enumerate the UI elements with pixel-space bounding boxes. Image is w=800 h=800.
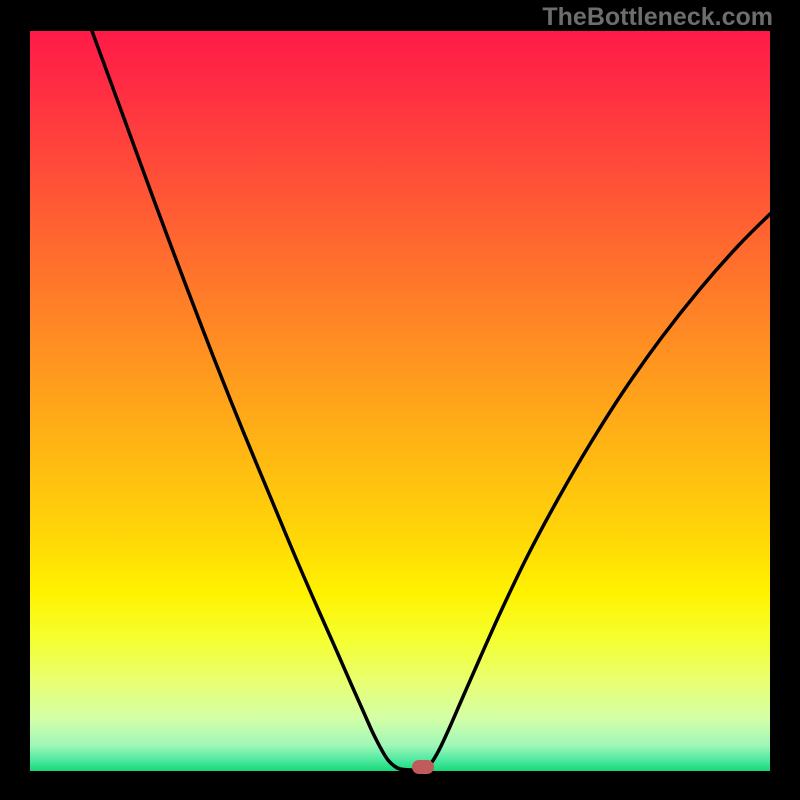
optimum-marker xyxy=(412,760,434,774)
bottleneck-curve xyxy=(30,31,770,771)
chart-frame: TheBottleneck.com xyxy=(0,0,800,800)
plot-area xyxy=(30,31,770,771)
watermark-text: TheBottleneck.com xyxy=(542,3,773,32)
